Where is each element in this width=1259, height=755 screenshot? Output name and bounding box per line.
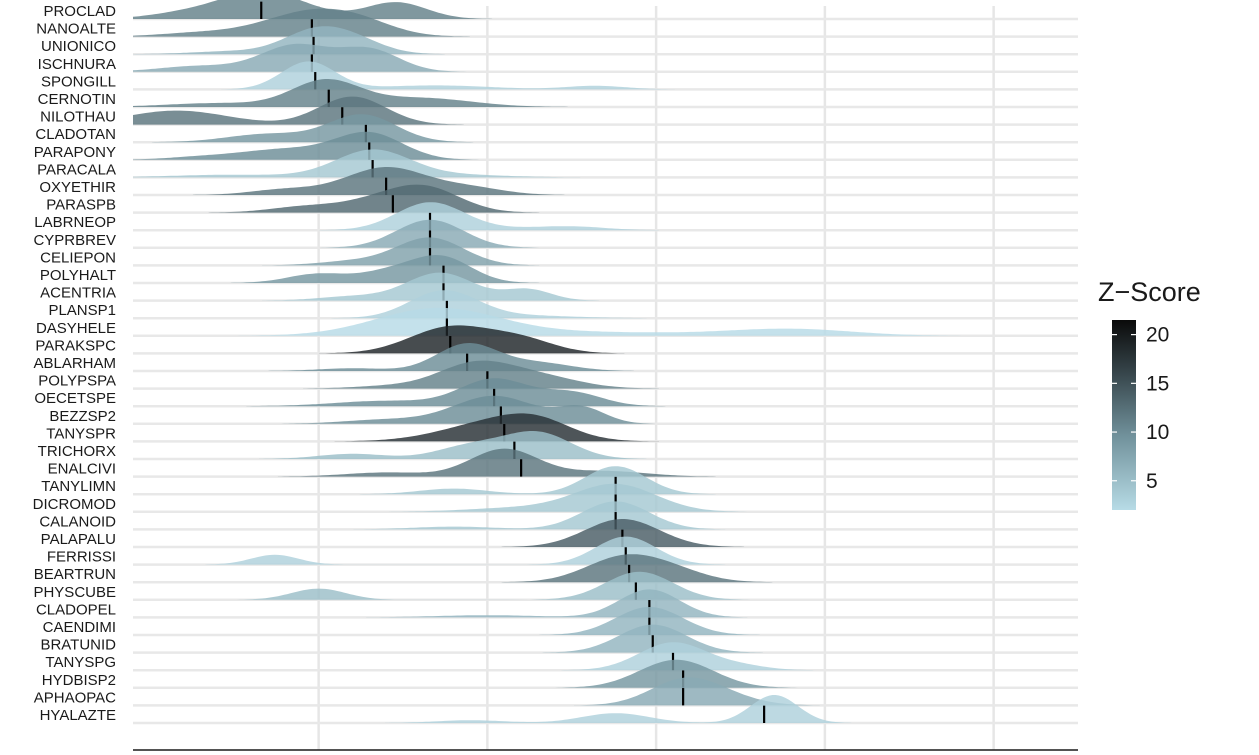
ridge-aphaopac <box>574 677 820 706</box>
density-ridge <box>230 255 540 283</box>
y-tick-label: ENALCIVI <box>48 461 116 478</box>
grid-lines <box>317 6 995 750</box>
y-tick-label: CLADOPEL <box>36 601 116 618</box>
y-tick-label: PARAPONY <box>34 144 116 161</box>
y-tick-label: UNIONICO <box>41 38 116 55</box>
y-tick-label: PARASPB <box>46 197 116 214</box>
ridge-oxyethir <box>192 167 565 195</box>
y-tick-label: OXYETHIR <box>39 179 116 196</box>
ridge-dasyhele <box>236 307 965 336</box>
legend-tick-label: 5 <box>1146 470 1158 493</box>
density-ridge <box>133 43 467 72</box>
density-ridge <box>133 8 470 37</box>
ridges <box>133 0 965 723</box>
legend: Z−Score 20 15 10 5 <box>1098 277 1201 510</box>
y-tick-label: PLANSP1 <box>48 302 116 319</box>
y-tick-label: ABLARHAM <box>33 355 116 372</box>
density-ridge <box>259 431 647 459</box>
y-tick-label: BEARTRUN <box>34 566 116 583</box>
density-ridge <box>205 536 726 565</box>
density-ridge <box>574 677 820 706</box>
legend-tick-label: 10 <box>1146 421 1169 444</box>
y-tick-label: CALANOID <box>39 513 116 530</box>
y-tick-label: HYDBISP2 <box>42 672 116 689</box>
density-ridge <box>334 413 659 442</box>
density-ridge <box>133 79 568 107</box>
density-ridge <box>208 184 540 213</box>
y-tick-label: POLYPSPA <box>38 373 116 390</box>
density-ridge <box>277 395 656 424</box>
y-tick-label: PARAKSPC <box>35 337 116 354</box>
density-ridge <box>561 642 814 671</box>
density-ridge <box>318 325 625 354</box>
y-tick-label: HYALAZTE <box>40 707 116 724</box>
y-tick-label: PARACALA <box>37 161 116 178</box>
y-tick-label: APHAOPAC <box>34 689 116 706</box>
density-ridge <box>268 343 634 371</box>
y-tick-label: TANYLIMN <box>41 478 116 495</box>
density-ridge <box>133 96 464 125</box>
y-tick-label: TANYSPR <box>46 425 116 442</box>
y-tick-label: TANYSPG <box>45 654 116 671</box>
y-tick-label: DASYHELE <box>36 320 116 337</box>
y-tick-label: CELIEPON <box>40 249 116 266</box>
y-tick-label: NANOALTE <box>36 21 116 38</box>
y-tick-label: POLYHALT <box>40 267 116 284</box>
legend-tick-label: 15 <box>1146 372 1169 395</box>
density-ridge <box>501 554 773 583</box>
ridge-enalcivi <box>277 448 716 477</box>
y-tick-label: LABRNEOP <box>34 214 116 231</box>
y-tick-label: BRATUNID <box>40 637 116 654</box>
ridge-paraspb <box>208 184 540 213</box>
density-ridge <box>388 483 748 512</box>
density-ridge <box>246 378 666 407</box>
y-tick-label: CLADOTAN <box>35 126 116 143</box>
y-tick-label: ACENTRIA <box>40 285 116 302</box>
density-ridge <box>318 202 659 231</box>
ridge-ablarham <box>268 343 634 371</box>
density-ridge <box>192 167 565 195</box>
density-ridge <box>133 149 581 178</box>
density-ridge <box>151 114 474 143</box>
density-ridge <box>262 237 540 266</box>
y-tick-label: BEZZSP2 <box>49 408 116 425</box>
legend-colorbar <box>1112 320 1136 510</box>
ridge-hyalazte <box>385 695 852 723</box>
density-ridge <box>236 307 965 336</box>
y-tick-label: TRICHORX <box>38 443 116 460</box>
density-ridge <box>236 571 751 600</box>
y-tick-label: PROCLAD <box>43 3 116 20</box>
y-tick-label: NILOTHAU <box>40 109 116 126</box>
y-tick-label: OECETSPE <box>34 390 116 407</box>
legend-title: Z−Score <box>1098 277 1201 307</box>
density-ridge <box>277 448 716 477</box>
y-tick-label: ISCHNURA <box>38 56 116 73</box>
density-ridge <box>385 695 852 723</box>
y-tick-label: CERNOTIN <box>38 91 116 108</box>
density-ridge <box>133 26 445 55</box>
y-tick-label: DICROMOD <box>33 496 116 513</box>
y-tick-label: FERRISSI <box>47 549 116 566</box>
y-tick-label: CYPRBREV <box>33 232 116 249</box>
density-ridge <box>555 659 798 688</box>
y-tick-label: PHYSCUBE <box>33 584 116 601</box>
y-tick-label: CAENDIMI <box>43 619 116 636</box>
legend-tick-label: 20 <box>1146 324 1169 347</box>
y-tick-label: SPONGILL <box>41 73 116 90</box>
y-tick-label: PALAPALU <box>41 531 116 548</box>
y-axis-labels: PROCLADNANOALTEUNIONICOISCHNURASPONGILLC… <box>33 3 116 724</box>
density-ridge <box>262 272 600 301</box>
density-ridge <box>303 360 659 389</box>
